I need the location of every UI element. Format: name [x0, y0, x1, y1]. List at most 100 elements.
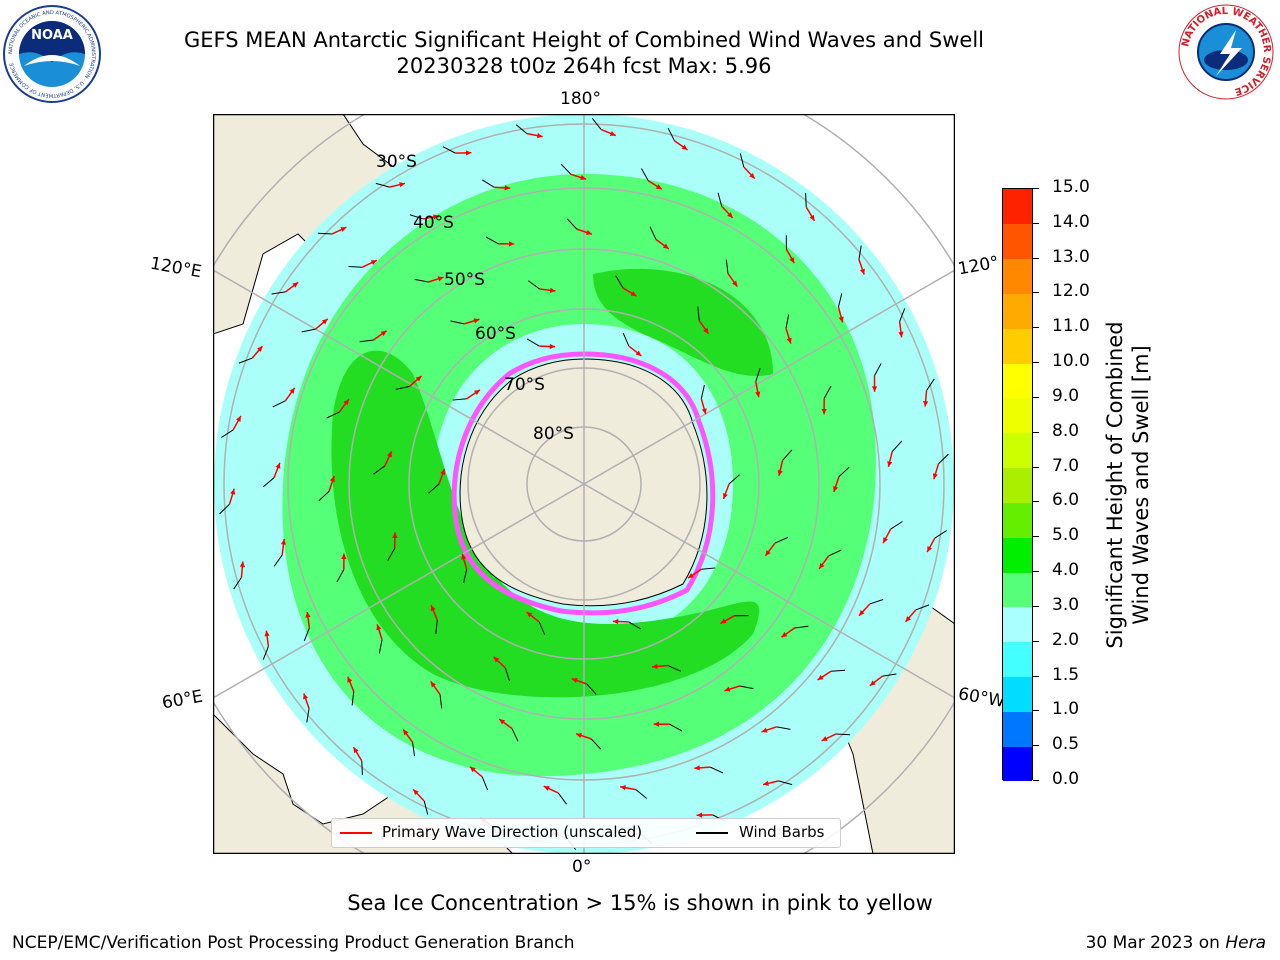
wind-barb — [504, 667, 511, 682]
wind-barb — [739, 153, 745, 168]
wind-barb — [566, 218, 578, 230]
wind-barb — [899, 308, 906, 322]
colorbar-segment — [1003, 606, 1032, 643]
colorbar-tick-label: 0.0 — [1052, 769, 1080, 789]
footer-date-text: 30 Mar 2023 on — [1085, 933, 1220, 953]
wind-barb — [667, 665, 681, 672]
wind-barb — [700, 385, 705, 399]
wind-barb — [336, 569, 345, 583]
wave-arrow-head — [871, 386, 878, 392]
wind-barb — [858, 245, 862, 260]
sea-ice-note: Sea Ice Concentration > 15% is shown in … — [347, 891, 933, 915]
longitude-grid — [213, 114, 955, 854]
wind-barb — [926, 378, 935, 391]
wave-arrow-head — [437, 276, 444, 282]
wind-barb — [938, 453, 949, 465]
wave-arrow-head — [869, 680, 876, 686]
colorbar-segment — [1003, 537, 1032, 573]
colorbar-segment — [1003, 293, 1032, 329]
wave-arrow-head — [386, 451, 392, 458]
colorbar-tick-mark — [1033, 362, 1039, 364]
colorbar-tick-label: 8.0 — [1052, 420, 1080, 441]
wave-arrow-head — [370, 260, 377, 266]
wave-arrow-head — [499, 719, 506, 725]
colorbar-tick-label: 2.0 — [1052, 629, 1080, 650]
wind-barb — [272, 400, 286, 408]
colorbar-label: Significant Height of Combined Wind Wave… — [1102, 321, 1154, 648]
wave-arrow-head — [819, 562, 825, 569]
wind-barb — [874, 363, 882, 377]
wave-arrow-head — [536, 133, 543, 139]
wave-arrow-head — [749, 172, 755, 179]
wind-barb — [882, 673, 897, 677]
wind-barb — [262, 646, 269, 660]
wind-barb — [776, 726, 791, 730]
wind-barb — [528, 280, 540, 290]
wind-barb — [375, 182, 390, 188]
colorbar-tick-mark — [1033, 501, 1039, 503]
wave-arrow-head — [415, 376, 422, 382]
wind-barb — [934, 530, 947, 539]
colorbar-segment — [1003, 746, 1032, 782]
wave-arrow-head — [859, 268, 865, 275]
wave-arrow-head — [289, 387, 295, 394]
wind-barb — [414, 278, 429, 283]
wave-arrow-head — [833, 486, 839, 492]
colorbar-tick-mark — [1033, 780, 1039, 781]
wave-arrow-head — [280, 539, 287, 545]
lat-label-50s: 50°S — [444, 270, 485, 290]
wind-barb — [785, 314, 790, 329]
colorbar-tick-mark — [1033, 640, 1039, 642]
footer-host: Hera — [1225, 933, 1266, 953]
colorbar-tick-label: 7.0 — [1052, 455, 1080, 476]
wave-arrow-head — [343, 399, 349, 406]
wave-arrow-head — [651, 663, 658, 670]
colorbar-tick-mark — [1033, 710, 1039, 712]
wind-barb — [557, 792, 567, 805]
wave-arrow-head — [493, 656, 500, 663]
wave-arrow-head — [765, 549, 771, 556]
colorbar-segment — [1003, 258, 1032, 294]
colorbar-tick-mark — [1033, 257, 1039, 259]
lat-label-60s: 60°S — [475, 324, 516, 344]
lon-label-0: 0° — [572, 857, 592, 877]
wave-arrow-head — [321, 318, 328, 325]
wave-arrow-head — [303, 693, 309, 700]
colorbar-tick-label: 11.0 — [1052, 316, 1090, 337]
colorbar-segment — [1003, 328, 1032, 364]
map-legend: Primary Wave Direction (unscaled) Wind B… — [331, 818, 841, 848]
wind-barb — [271, 291, 286, 295]
colorbar-segment — [1003, 676, 1032, 712]
wind-barb — [482, 179, 495, 188]
wind-barb — [263, 477, 275, 488]
wind-barb — [219, 503, 230, 515]
wave-arrow-head — [461, 553, 467, 560]
wave-arrow-head — [239, 561, 245, 568]
lat-label-80s: 80°S — [533, 424, 574, 444]
colorbar-segment — [1003, 711, 1032, 747]
wind-barb — [221, 429, 234, 438]
wind-barb — [725, 259, 729, 274]
colorbar-tick-mark — [1033, 745, 1039, 747]
wave-arrow-head — [883, 537, 888, 544]
wave-arrow-head — [781, 632, 788, 638]
lat-label-70s: 70°S — [504, 375, 545, 395]
colorbar-segment — [1003, 189, 1032, 225]
wave-arrow-head — [923, 400, 929, 407]
antarctic-wave-map — [213, 114, 955, 854]
wave-arrow-head — [571, 678, 578, 683]
wind-barb — [238, 357, 253, 364]
wave-arrow-head — [898, 331, 904, 338]
wind-barb — [317, 232, 332, 235]
wave-arrow-head — [720, 618, 727, 624]
wave-arrow-head — [376, 624, 382, 631]
wave-arrow-head — [526, 612, 533, 618]
primary-wave-arrows — [219, 118, 949, 850]
lon-label-60e: 60°E — [160, 686, 205, 714]
wind-barb — [378, 639, 383, 654]
wave-arrow-head — [653, 721, 660, 727]
wave-arrow-head — [688, 572, 694, 579]
legend-red-line — [340, 832, 372, 834]
chart-title: GEFS MEAN Antarctic Significant Height o… — [183, 28, 985, 52]
wave-arrow-head — [612, 618, 619, 625]
